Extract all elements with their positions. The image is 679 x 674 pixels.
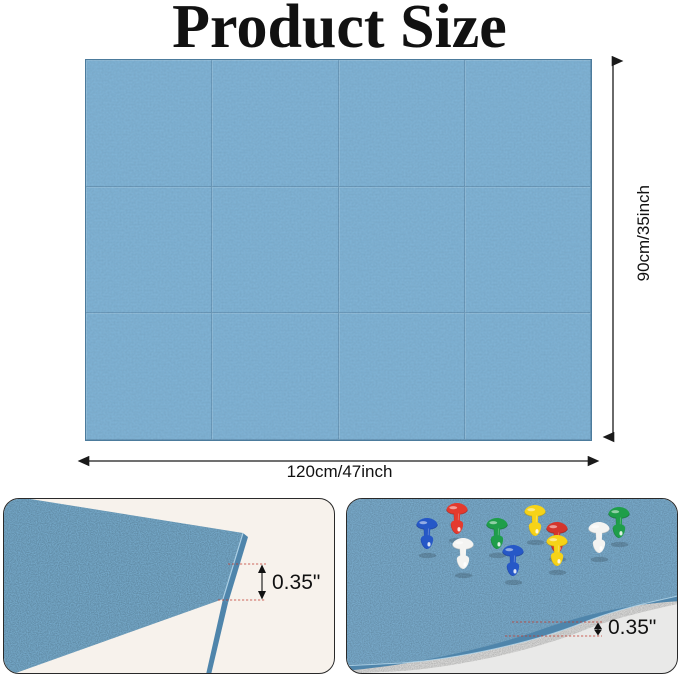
svg-text:0.35": 0.35": [272, 571, 320, 594]
